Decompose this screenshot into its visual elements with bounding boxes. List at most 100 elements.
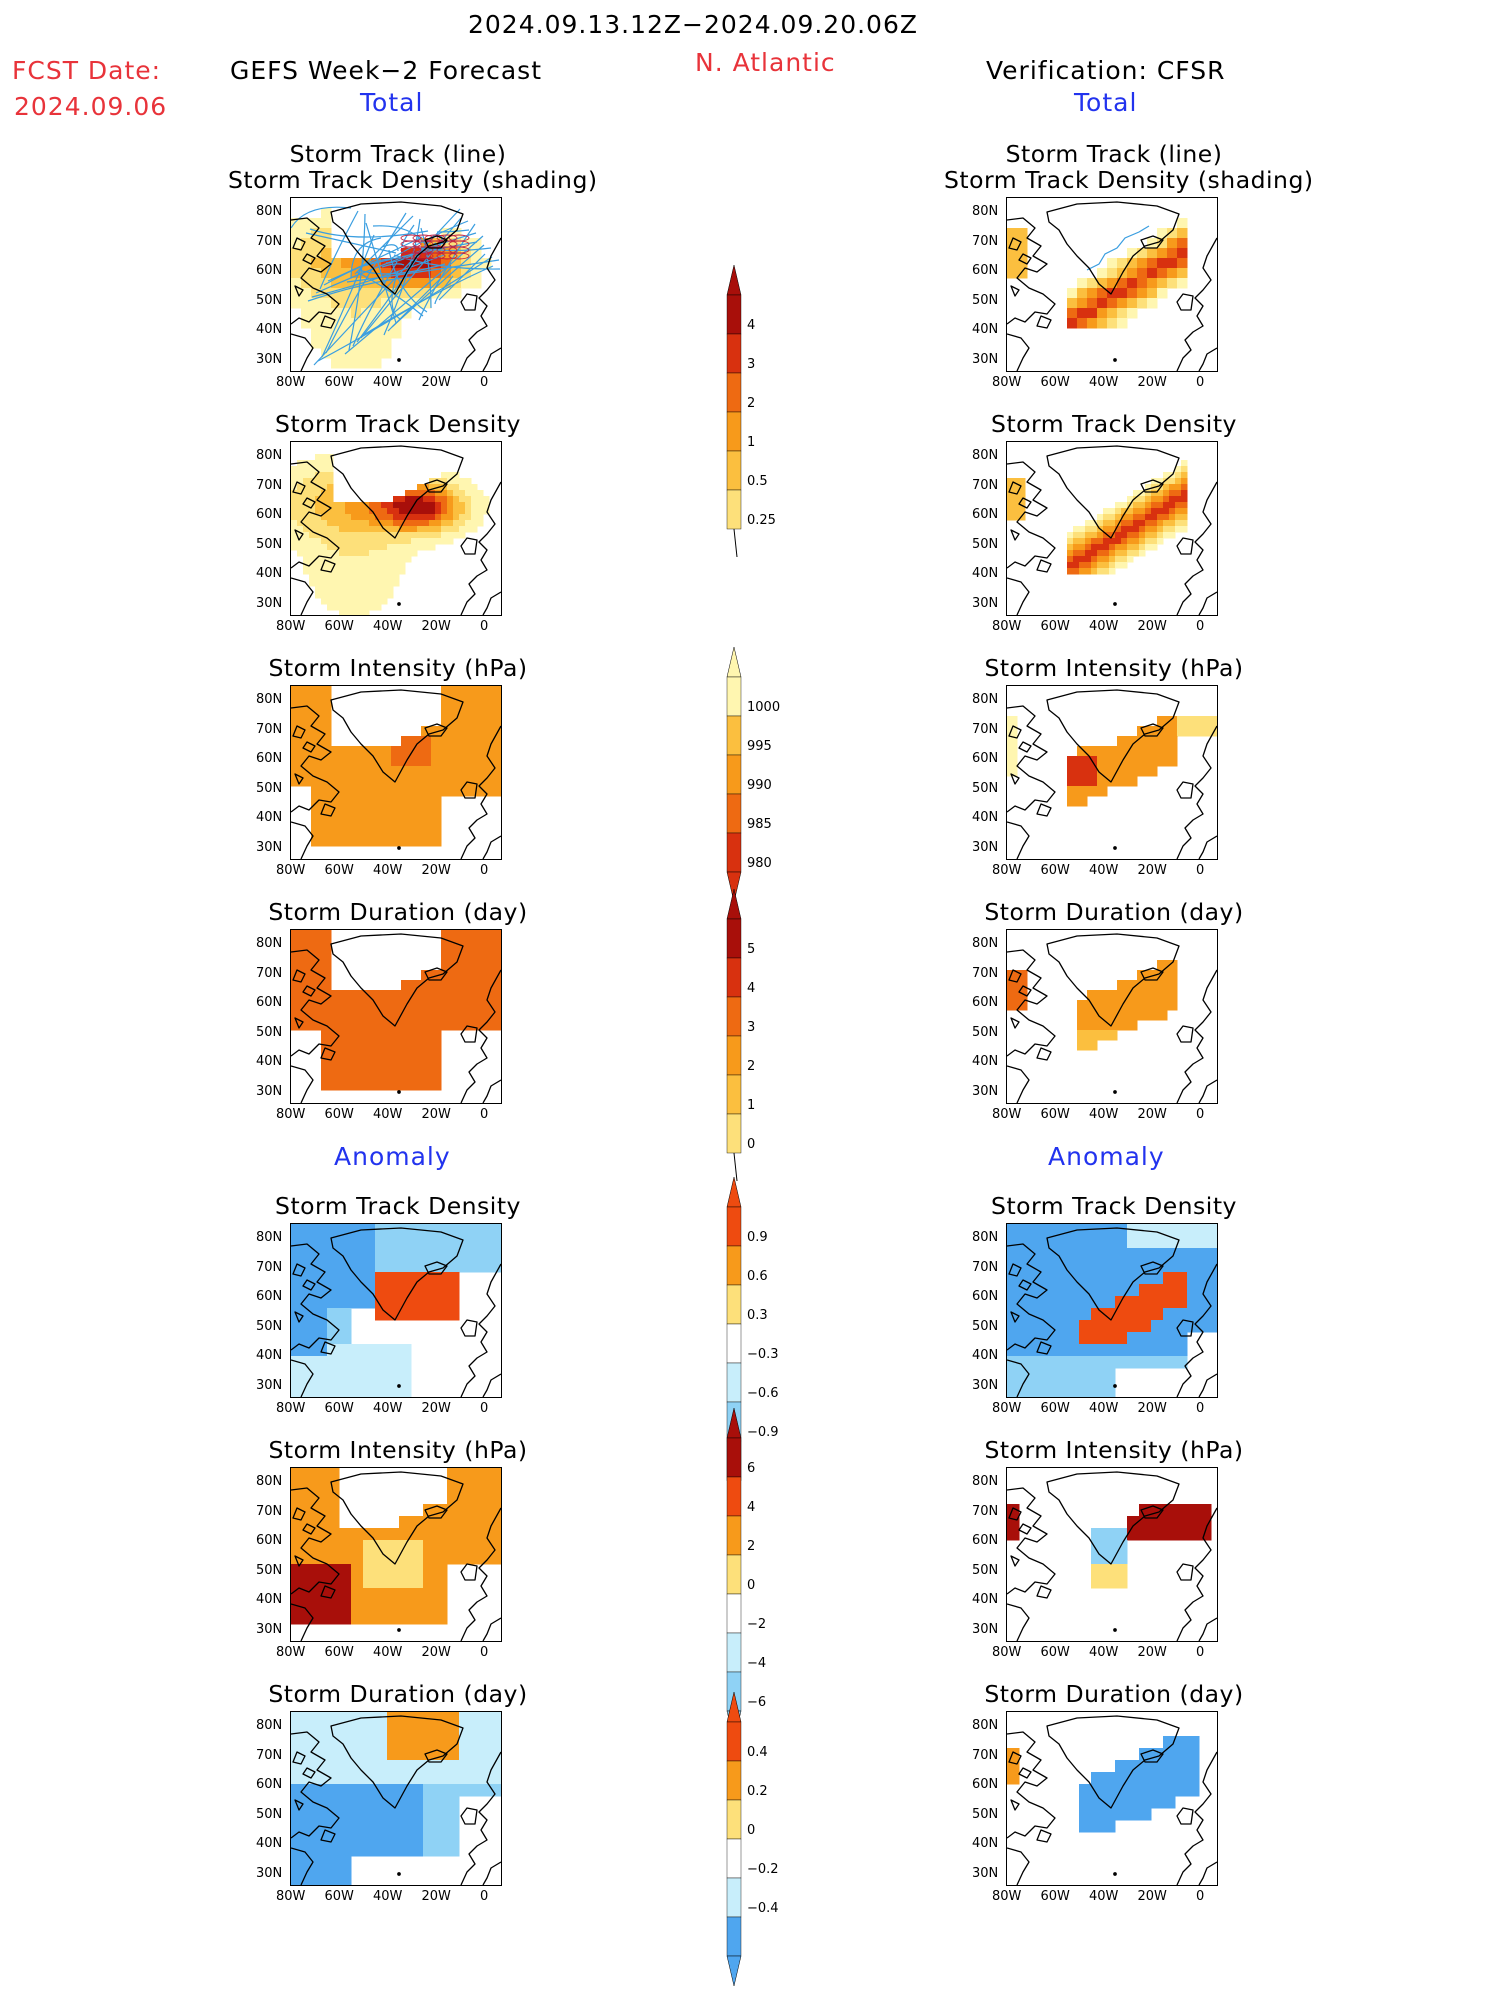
grid-cell — [351, 604, 358, 611]
grid-cell — [375, 1576, 388, 1589]
grid-cell — [301, 686, 312, 697]
lon-tick-label: 0 — [480, 375, 489, 390]
grid-cell — [447, 1540, 460, 1553]
grid-cell — [1127, 1516, 1140, 1529]
grid-cell — [1187, 716, 1198, 727]
grid-cell — [411, 1820, 424, 1833]
grid-cell — [345, 502, 352, 509]
grid-cell — [1175, 1284, 1188, 1297]
grid-cell — [1091, 1820, 1104, 1833]
grid-cell — [1019, 1296, 1032, 1309]
grid-cell — [1103, 1820, 1116, 1833]
grid-cell — [399, 550, 406, 557]
anomaly-shading — [291, 1712, 501, 1885]
grid-cell — [451, 1010, 462, 1021]
grid-cell — [1199, 1260, 1212, 1273]
grid-cell — [351, 746, 362, 757]
grid-cell — [1107, 1010, 1118, 1021]
grid-cell — [327, 496, 334, 503]
grid-cell — [363, 610, 370, 615]
grid-cell — [461, 990, 472, 1001]
grid-cell — [303, 1820, 316, 1833]
grid-cell — [423, 496, 430, 503]
grid-cell — [441, 950, 452, 961]
grid-cell — [1107, 268, 1118, 279]
grid-cell — [311, 960, 322, 971]
grid-cell — [381, 550, 388, 557]
grid-cell — [1187, 1528, 1200, 1541]
lon-tick-label: 60W — [324, 1401, 354, 1416]
grid-cell — [431, 826, 442, 837]
grid-cell — [1157, 508, 1164, 515]
grid-cell — [1211, 1320, 1217, 1333]
grid-cell — [1199, 1272, 1212, 1285]
grid-cell — [339, 592, 346, 599]
grid-cell — [451, 726, 462, 737]
grid-cell — [1103, 1248, 1116, 1261]
grid-cell — [331, 836, 342, 847]
lat-tick-label: 30N — [972, 1083, 999, 1099]
grid-cell — [311, 816, 322, 827]
grid-cell — [399, 502, 406, 509]
grid-cell — [1157, 268, 1168, 279]
anomaly-shading — [1007, 1504, 1212, 1589]
lon-tick-label: 80W — [276, 1401, 306, 1416]
grid-cell — [375, 556, 382, 563]
grid-cell — [1127, 736, 1138, 747]
grid-cell — [345, 592, 352, 599]
grid-cell — [315, 1380, 328, 1393]
grid-cell — [441, 990, 452, 1001]
grid-cell — [387, 1272, 400, 1285]
grid-cell — [1147, 736, 1158, 747]
grid-cell — [1175, 1296, 1188, 1309]
grid-cell — [431, 836, 442, 847]
grid-cell — [1043, 1248, 1056, 1261]
lon-tick-label: 40W — [1089, 1107, 1119, 1122]
grid-cell — [1169, 496, 1176, 503]
grid-cell — [459, 1540, 472, 1553]
grid-cell — [291, 776, 302, 787]
grid-cell — [369, 532, 376, 539]
grid-cell — [371, 806, 382, 817]
grid-cell — [435, 1248, 448, 1261]
coastline — [1007, 689, 1217, 859]
coastline — [291, 201, 501, 371]
grid-cell — [441, 756, 452, 767]
grid-cell — [1163, 1516, 1176, 1529]
grid-cell — [1207, 726, 1217, 737]
grid-cell — [351, 806, 362, 817]
grid-cell — [399, 1516, 412, 1529]
grid-cell — [441, 278, 452, 289]
grid-cell — [369, 556, 376, 563]
grid-cell — [339, 598, 346, 605]
grid-cell — [1103, 1564, 1116, 1577]
grid-cell — [1007, 268, 1018, 279]
grid-cell — [345, 526, 352, 533]
grid-cell — [459, 1748, 472, 1761]
lat-tick-label: 60N — [256, 1777, 283, 1792]
colorbar-segment — [726, 832, 742, 873]
grid-cell — [375, 592, 382, 599]
grid-cell — [401, 766, 412, 777]
grid-cell — [345, 550, 352, 557]
grid-cell — [1117, 736, 1128, 747]
grid-cell — [327, 1784, 340, 1797]
panel-title: Storm Track Density — [275, 1192, 521, 1220]
grid-cell — [1175, 478, 1182, 485]
grid-cell — [1157, 1010, 1168, 1021]
map-panel-cfsr-intensity — [1006, 685, 1218, 860]
grid-cell — [351, 1030, 362, 1041]
grid-cell — [451, 686, 462, 697]
grid-cell — [1127, 278, 1138, 289]
grid-cell — [321, 990, 332, 1001]
grid-cell — [315, 1844, 328, 1857]
grid-cell — [1067, 562, 1074, 569]
grid-cell — [1079, 526, 1086, 533]
grid-cell — [411, 1576, 424, 1589]
lon-tick-label: 60W — [1040, 1401, 1070, 1416]
grid-cell — [339, 1260, 352, 1273]
grid-cell — [1043, 1308, 1056, 1321]
grid-cell — [465, 478, 472, 485]
grid-cell — [1151, 1760, 1164, 1773]
